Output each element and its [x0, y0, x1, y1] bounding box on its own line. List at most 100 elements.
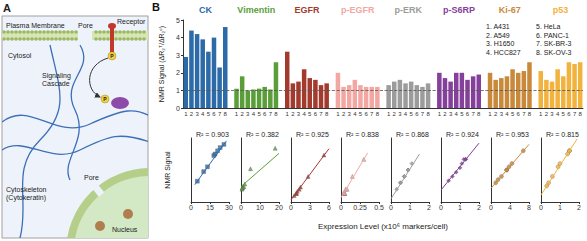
- svg-text:30: 30: [225, 204, 233, 211]
- svg-text:3: 3: [176, 52, 180, 59]
- svg-text:2: 2: [190, 111, 194, 117]
- svg-text:1: 1: [539, 111, 543, 117]
- svg-text:7: 7: [522, 111, 526, 117]
- svg-text:NMR Signal: NMR Signal: [164, 151, 172, 189]
- svg-text:2: 2: [477, 204, 481, 211]
- svg-text:4: 4: [176, 34, 180, 41]
- svg-text:1: 1: [184, 111, 188, 117]
- svg-text:3: 3: [308, 204, 312, 211]
- svg-text:8: 8: [376, 111, 380, 117]
- svg-text:2: 2: [494, 111, 498, 117]
- svg-text:0: 0: [176, 105, 180, 112]
- svg-text:7: 7: [370, 111, 374, 117]
- svg-text:2: 2: [393, 111, 397, 117]
- svg-text:1. A431: 1. A431: [486, 23, 510, 30]
- svg-text:Signaling: Signaling: [42, 72, 71, 80]
- svg-text:Nucleus: Nucleus: [112, 226, 138, 233]
- svg-text:CK: CK: [199, 5, 212, 15]
- svg-text:7: 7: [269, 111, 273, 117]
- svg-text:5: 5: [257, 111, 261, 117]
- svg-text:3: 3: [297, 111, 301, 117]
- svg-text:3: 3: [550, 111, 554, 117]
- svg-text:8: 8: [579, 111, 583, 117]
- svg-text:5: 5: [207, 111, 211, 117]
- svg-text:8: 8: [426, 111, 430, 117]
- svg-text:3: 3: [398, 111, 402, 117]
- svg-text:R² = 0.925: R² = 0.925: [296, 131, 329, 138]
- svg-text:4. HCC827: 4. HCC827: [486, 49, 521, 56]
- svg-text:3: 3: [348, 111, 352, 117]
- svg-text:B: B: [152, 1, 160, 13]
- svg-text:(Cytokeratin): (Cytokeratin): [6, 194, 46, 202]
- svg-text:2: 2: [342, 111, 346, 117]
- svg-text:6: 6: [327, 204, 331, 211]
- svg-text:3: 3: [195, 111, 199, 117]
- svg-text:6: 6: [263, 111, 267, 117]
- svg-text:7: 7: [218, 111, 222, 117]
- svg-text:5: 5: [359, 111, 363, 117]
- svg-text:p53: p53: [553, 5, 569, 15]
- svg-text:7: 7: [421, 111, 425, 117]
- svg-text:R² = 0.382: R² = 0.382: [246, 131, 279, 138]
- svg-text:0: 0: [489, 204, 493, 211]
- svg-text:0: 0: [539, 204, 543, 211]
- svg-text:A: A: [3, 2, 11, 14]
- svg-text:R² = 0.815: R² = 0.815: [546, 131, 579, 138]
- svg-text:7: 7: [573, 111, 577, 117]
- svg-text:Cascade: Cascade: [42, 80, 70, 87]
- svg-text:Cytosol: Cytosol: [8, 52, 32, 60]
- svg-text:3: 3: [449, 111, 453, 117]
- svg-text:Pore: Pore: [84, 174, 99, 181]
- svg-text:4: 4: [252, 111, 256, 117]
- svg-text:0: 0: [289, 204, 293, 211]
- svg-text:2: 2: [240, 111, 244, 117]
- svg-text:5: 5: [176, 17, 180, 24]
- svg-text:7: 7: [471, 111, 475, 117]
- svg-text:Expression Level (x10⁶ markers: Expression Level (x10⁶ markers/cell): [318, 222, 448, 231]
- svg-text:5: 5: [308, 111, 312, 117]
- svg-text:0: 0: [389, 204, 393, 211]
- svg-text:2: 2: [577, 204, 581, 211]
- svg-text:3. H1650: 3. H1650: [486, 40, 515, 47]
- svg-text:5: 5: [511, 111, 515, 117]
- svg-text:4: 4: [201, 111, 205, 117]
- svg-text:8: 8: [224, 111, 228, 117]
- svg-text:10: 10: [256, 204, 264, 211]
- svg-text:1: 1: [387, 111, 391, 117]
- svg-text:7: 7: [319, 111, 323, 117]
- svg-text:0.25: 0.25: [353, 204, 367, 211]
- svg-text:4: 4: [353, 111, 357, 117]
- svg-text:Cytoskeleton: Cytoskeleton: [6, 186, 47, 194]
- svg-text:2: 2: [443, 111, 447, 117]
- svg-text:P: P: [103, 96, 107, 102]
- svg-text:Receptor: Receptor: [117, 18, 146, 26]
- svg-text:Vimentin: Vimentin: [237, 5, 275, 15]
- svg-text:8: 8: [527, 204, 531, 211]
- svg-text:0: 0: [439, 204, 443, 211]
- svg-text:Ki-67: Ki-67: [499, 5, 521, 15]
- svg-text:4: 4: [508, 204, 512, 211]
- svg-text:8: 8: [477, 111, 481, 117]
- svg-text:8: 8: [274, 111, 278, 117]
- svg-text:1: 1: [176, 87, 180, 94]
- svg-text:4: 4: [455, 111, 459, 117]
- svg-text:7. SK-BR-3: 7. SK-BR-3: [536, 40, 572, 47]
- svg-text:6: 6: [212, 111, 216, 117]
- svg-text:4: 4: [505, 111, 509, 117]
- svg-text:1: 1: [488, 111, 492, 117]
- svg-text:1: 1: [458, 204, 462, 211]
- svg-text:0: 0: [189, 204, 193, 211]
- svg-text:8. SK-OV-3: 8. SK-OV-3: [536, 49, 572, 56]
- svg-text:4: 4: [556, 111, 560, 117]
- svg-text:6. PANC-1: 6. PANC-1: [536, 32, 569, 39]
- svg-text:5: 5: [460, 111, 464, 117]
- svg-text:4: 4: [302, 111, 306, 117]
- svg-text:2: 2: [176, 69, 180, 76]
- svg-text:3: 3: [500, 111, 504, 117]
- svg-text:1: 1: [336, 111, 340, 117]
- svg-text:0.5: 0.5: [374, 204, 384, 211]
- svg-text:3: 3: [246, 111, 250, 117]
- svg-text:1: 1: [408, 204, 412, 211]
- svg-text:2: 2: [545, 111, 549, 117]
- svg-text:R² = 0.953: R² = 0.953: [496, 131, 529, 138]
